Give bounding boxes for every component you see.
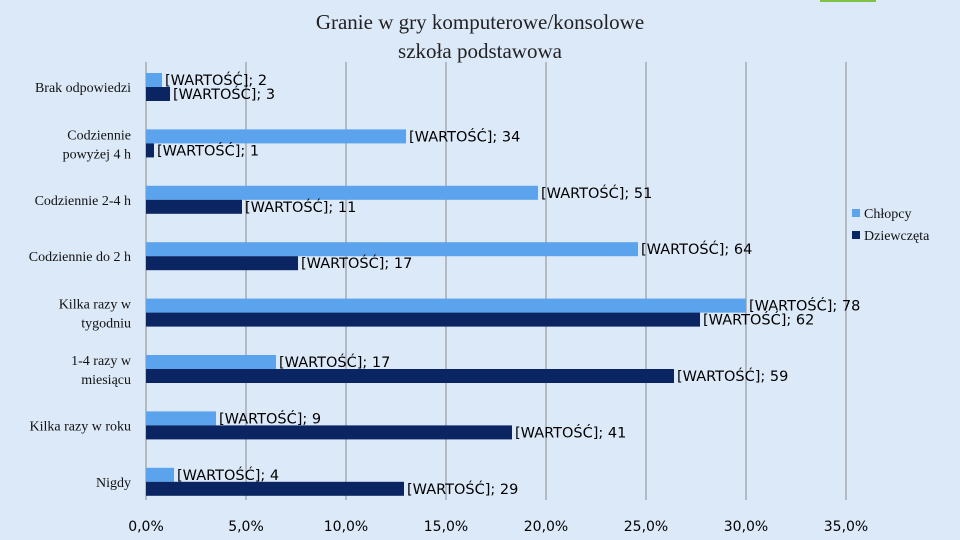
data-labels: [WARTOŚĆ]; 2[WARTOŚĆ]; 3 [WARTOŚĆ]; 34 [WA… (157, 71, 860, 498)
data-label: [WARTOŚĆ]; 4 (177, 466, 279, 484)
bar-dziewczeta (146, 143, 154, 158)
data-label: [WARTOŚĆ]; 51 (541, 184, 652, 202)
bars (146, 73, 746, 496)
x-tick-label: 35,0% (824, 519, 868, 535)
data-label: [WARTOŚĆ]; 17 (279, 353, 390, 371)
bar-chlopcy (146, 129, 406, 144)
category-label-line: Kilka razy w (59, 298, 132, 313)
x-tick-label: 10,0% (324, 519, 368, 535)
x-tick-label: 30,0% (724, 519, 768, 535)
bar-dziewczeta (146, 312, 700, 327)
data-label: [WARTOŚĆ]; 59 (677, 367, 788, 385)
category-label: Codziennie 2-4 h (35, 194, 131, 209)
data-label: [WARTOŚĆ]; 29 (407, 480, 518, 498)
category-label: Nigdy (96, 476, 131, 491)
bar-dziewczeta (146, 481, 404, 496)
bar-dziewczeta (146, 199, 242, 214)
x-tick-label: 0,0% (128, 519, 164, 535)
legend-label: Dziewczęta (864, 229, 930, 244)
bar-dziewczeta (146, 369, 674, 383)
category-label: Kilka razy w tygodniu (59, 298, 132, 332)
category-label-line: tygodniu (81, 317, 131, 332)
data-label: [WARTOŚĆ]; 78 (749, 297, 860, 315)
category-label: 1-4 razy w miesiącu (71, 354, 132, 388)
legend-label: Chłopcy (864, 207, 911, 222)
data-label: [WARTOŚĆ]; 3 (173, 85, 275, 103)
data-label: [WARTOŚĆ]; 2 (165, 71, 267, 89)
x-tick-label: 20,0% (524, 519, 568, 535)
category-label: Kilka razy w roku (30, 419, 131, 434)
category-label-line: Codziennie (67, 128, 131, 143)
data-label: [WARTOŚĆ]; 62 (703, 311, 814, 329)
bar-dziewczeta (146, 256, 298, 271)
bar-chlopcy (146, 298, 746, 313)
data-label: [WARTOŚĆ]; 64 (641, 240, 752, 258)
data-label: [WARTOŚĆ]; 1 (157, 141, 259, 159)
data-label: [WARTOŚĆ]; 41 (515, 423, 626, 441)
chart-title: Granie w gry komputerowe/konsolowe (316, 10, 644, 34)
bar-dziewczeta (146, 87, 170, 101)
bar-dziewczeta (146, 425, 512, 440)
x-axis-ticks: 0,0% 5,0% 10,0% 15,0% 20,0% 25,0% 30,0% 35,0% (128, 519, 868, 535)
data-label: [WARTOŚĆ]; 9 (219, 409, 321, 427)
category-label: Codziennie powyżej 4 h (63, 128, 131, 162)
bar-chlopcy (146, 355, 276, 369)
category-label: Codziennie do 2 h (29, 250, 131, 265)
legend-swatch (852, 231, 860, 239)
bar-chlopcy (146, 185, 538, 200)
bar-chlopcy (146, 411, 216, 426)
x-tick-label: 5,0% (228, 519, 264, 535)
data-label: [WARTOŚĆ]; 17 (301, 254, 412, 272)
x-tick-label: 25,0% (624, 519, 668, 535)
bar-chlopcy (146, 467, 174, 482)
data-label: [WARTOŚĆ]; 11 (245, 198, 356, 216)
legend: Chłopcy Dziewczęta (852, 207, 930, 244)
x-tick-label: 15,0% (424, 519, 468, 535)
category-label-line: 1-4 razy w (71, 354, 132, 369)
category-label-line: miesiącu (81, 373, 131, 388)
accent-strip (820, 0, 876, 2)
chart-subtitle: szkoła podstawowa (398, 39, 563, 63)
bar-chlopcy (146, 73, 162, 87)
data-label: [WARTOŚĆ]; 34 (409, 127, 520, 145)
category-label-line: powyżej 4 h (63, 147, 131, 162)
bar-chlopcy (146, 242, 638, 257)
category-label: Brak odpowiedzi (35, 81, 131, 96)
legend-swatch (852, 209, 860, 217)
